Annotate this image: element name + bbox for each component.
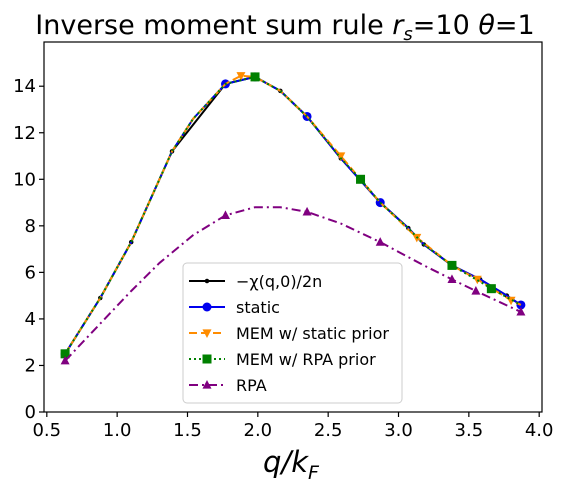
title-rs-val: =10 xyxy=(413,10,479,41)
x-tick-label: 1.5 xyxy=(173,420,202,441)
legend-marker xyxy=(202,380,212,389)
data-point xyxy=(356,174,366,184)
legend-entry: MEM w/ static prior xyxy=(189,324,389,343)
legend-label: MEM w/ static prior xyxy=(236,324,389,343)
legend-entry: static xyxy=(189,298,280,317)
axes-layer: 0.5 1.0 1.5 2.0 2.5 3.0 3.5 4.0 0 2 4 6 8 10 12 14 xyxy=(13,76,553,441)
series-line xyxy=(64,206,522,362)
title-theta-val: =1 xyxy=(495,10,535,41)
data-point xyxy=(375,237,385,246)
legend-label: static xyxy=(236,298,280,317)
legend-entry: −χ(q,0)/2n xyxy=(189,272,322,291)
data-point xyxy=(60,349,70,359)
legend-label: −χ(q,0)/2n xyxy=(236,272,322,291)
x-tick-label: 1.0 xyxy=(103,420,132,441)
x-tick-label: 2.0 xyxy=(244,420,273,441)
x-tick-label: 2.5 xyxy=(314,420,343,441)
y-tick-label: 8 xyxy=(25,216,36,237)
data-point xyxy=(447,260,457,270)
y-tick-label: 0 xyxy=(25,402,36,423)
legend: −χ(q,0)/2n static MEM w/ static prior MEM w… xyxy=(182,262,403,404)
legend-label: RPA xyxy=(236,376,267,395)
legend-entry: RPA xyxy=(189,376,267,395)
x-axis-label: q/kF xyxy=(263,445,320,484)
y-tick-label: 14 xyxy=(13,76,36,97)
title-rs-sub: s xyxy=(403,24,412,45)
data-point xyxy=(516,306,526,316)
data-point xyxy=(447,274,457,283)
y-tick-label: 10 xyxy=(13,169,36,190)
series-layer xyxy=(60,72,526,365)
data-point xyxy=(60,355,70,365)
legend-entry: MEM w/ RPA prior xyxy=(189,350,376,369)
legend-label: MEM w/ RPA prior xyxy=(236,350,376,369)
title-main: Inverse moment sum rule xyxy=(35,10,392,41)
legend-entries: −χ(q,0)/2n static MEM w/ static prior MEM w… xyxy=(189,272,389,395)
legend-marker xyxy=(202,354,212,364)
y-tick-label: 4 xyxy=(25,309,36,330)
title-theta: θ xyxy=(478,10,495,41)
data-point xyxy=(220,210,230,219)
data-point xyxy=(250,72,260,82)
y-tick-label: 2 xyxy=(25,355,36,376)
y-tick-label: 12 xyxy=(13,123,36,144)
series-3 xyxy=(60,72,522,359)
legend-marker xyxy=(204,278,210,284)
legend-marker xyxy=(202,302,212,312)
series-line xyxy=(64,75,522,355)
xlabel-sub: F xyxy=(308,462,320,484)
x-tick-label: 3.0 xyxy=(384,420,413,441)
data-point xyxy=(486,284,496,294)
xlabel-main: q/k xyxy=(263,445,309,479)
chart-title: Inverse moment sum rule rs=10 θ=1 xyxy=(35,10,534,45)
legend-box xyxy=(182,262,403,404)
data-point xyxy=(302,206,312,216)
plot-frame xyxy=(43,41,543,413)
x-tick-label: 3.5 xyxy=(455,420,484,441)
data-point xyxy=(471,286,481,295)
x-tick-label: 4.0 xyxy=(525,420,554,441)
legend-marker xyxy=(202,329,212,338)
title-rs: r xyxy=(392,10,405,41)
x-tick-label: 0.5 xyxy=(32,420,61,441)
data-point xyxy=(236,72,246,81)
y-tick-label: 6 xyxy=(25,262,36,283)
series-4 xyxy=(60,206,526,365)
